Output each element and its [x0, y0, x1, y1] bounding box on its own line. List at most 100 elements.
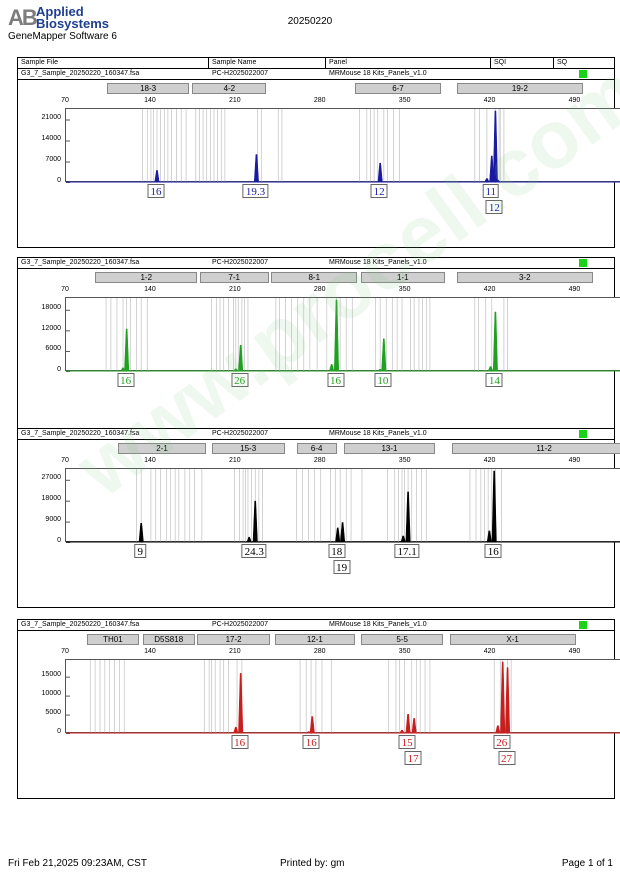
allele-peak	[335, 527, 341, 543]
x-tick-label: 490	[568, 286, 581, 293]
sample-info-row: G3_7_Sample_20250220_160347.fsa PC-H20250…	[18, 69, 614, 80]
sample-file: G3_7_Sample_20250220_160347.fsa	[21, 430, 140, 437]
x-tick-label: 140	[144, 648, 156, 655]
allele-call-label[interactable]: 16	[302, 735, 320, 749]
stutter-peak	[233, 726, 239, 734]
x-tick-label: 350	[398, 648, 411, 655]
plot-area	[65, 659, 620, 734]
marker-bin[interactable]: 1-1	[360, 272, 445, 283]
y-tick-label: 0	[57, 366, 61, 373]
marker-bin[interactable]: 17-2	[197, 634, 270, 645]
allele-call-label[interactable]: 16	[147, 184, 165, 198]
allele-call-label[interactable]: 10	[374, 373, 392, 387]
allele-call-label[interactable]: 9	[134, 544, 146, 558]
electropherogram-svg	[66, 109, 620, 183]
panel-blue: G3_7_Sample_20250220_160347.fsa PC-H20250…	[17, 68, 620, 248]
panel-name: MRMouse 18 Kits_Panels_v1.0	[329, 621, 427, 628]
x-tick-label: 70	[61, 97, 69, 104]
x-tick-label: 280	[313, 457, 326, 464]
allele-peak	[381, 338, 387, 372]
allele-call-label[interactable]: 16	[484, 544, 502, 558]
electropherogram-svg	[66, 469, 620, 543]
panel-green: G3_7_Sample_20250220_160347.fsa PC-H20250…	[17, 257, 620, 437]
allele-call-label[interactable]: 26	[493, 735, 511, 749]
stutter-peak	[246, 536, 252, 543]
allele-call-label[interactable]: 14	[485, 373, 503, 387]
applied-biosystems-logo: AB Applied Biosystems	[8, 5, 118, 37]
company-mark: AB	[8, 5, 38, 30]
stutter-peak	[400, 535, 406, 543]
panel-name: MRMouse 18 Kits_Panels_v1.0	[329, 430, 427, 437]
marker-bin[interactable]: 8-1	[271, 272, 358, 283]
x-tick-label: 210	[228, 457, 241, 464]
marker-bin[interactable]: 3-2	[456, 272, 593, 283]
marker-bin[interactable]: 6-4	[296, 443, 337, 454]
sample-file: G3_7_Sample_20250220_160347.fsa	[21, 70, 140, 77]
electropherogram-svg	[66, 298, 620, 372]
allele-call-label[interactable]: 19.3	[242, 184, 269, 198]
marker-bin[interactable]: 6-7	[354, 83, 442, 94]
marker-bin[interactable]: 12-1	[274, 634, 355, 645]
allele-call-label[interactable]: 17.1	[394, 544, 420, 558]
allele-peak	[491, 470, 497, 543]
plot-area	[65, 468, 620, 543]
allele-call-label[interactable]: 18	[328, 544, 346, 558]
allele-call-label[interactable]: 12	[370, 184, 388, 198]
allele-peak	[309, 716, 315, 734]
marker-bin[interactable]: 1-2	[95, 272, 198, 283]
sq-indicator	[579, 430, 587, 438]
marker-bin[interactable]: D5S818	[142, 634, 195, 645]
allele-peak	[405, 713, 411, 734]
x-tick-label: 420	[483, 457, 496, 464]
stutter-peak	[399, 729, 405, 734]
marker-bin[interactable]: 18-3	[107, 83, 189, 94]
y-tick-label: 12000	[41, 324, 61, 332]
x-tick-label: 490	[568, 457, 581, 464]
marker-bin[interactable]: X-1	[449, 634, 576, 645]
panel-name: MRMouse 18 Kits_Panels_v1.0	[329, 70, 427, 77]
allele-peak	[238, 344, 244, 372]
y-tick-label: 27000	[41, 474, 61, 482]
company-name-line2: Biosystems	[36, 16, 109, 31]
panel-red: G3_7_Sample_20250220_160347.fsa PC-H20250…	[17, 619, 620, 799]
allele-call-label[interactable]: 24.3	[241, 544, 267, 558]
allele-call-label[interactable]: 27	[498, 751, 516, 765]
y-tick-label: 18000	[41, 495, 61, 503]
y-tick-label: 14000	[41, 135, 61, 142]
y-tick-label: 18000	[41, 304, 61, 312]
allele-call-label[interactable]: 17	[404, 751, 422, 765]
marker-bin[interactable]: 7-1	[199, 272, 269, 283]
footer-timestamp: Fri Feb 21,2025 09:23AM, CST	[8, 858, 147, 869]
marker-bin[interactable]: 4-2	[192, 83, 267, 94]
allele-peak	[492, 311, 498, 372]
plot-area	[65, 297, 620, 372]
allele-call-label[interactable]: 16	[327, 373, 344, 387]
allele-call-label[interactable]: 15	[398, 735, 416, 749]
x-tick-label: 280	[313, 648, 326, 655]
marker-bin[interactable]: 5-5	[360, 634, 444, 645]
x-tick-label: 70	[61, 457, 69, 464]
marker-bin[interactable]: 13-1	[344, 443, 435, 454]
col-sq: SQ	[557, 59, 568, 66]
allele-call-label[interactable]: 12	[485, 200, 503, 214]
stutter-peak	[329, 364, 335, 372]
allele-call-label[interactable]: 16	[231, 735, 249, 749]
marker-bin[interactable]: 11-2	[451, 443, 620, 454]
allele-call-label[interactable]: 26	[231, 373, 249, 387]
x-tick-label: 280	[313, 97, 326, 104]
allele-call-label[interactable]: 19	[333, 560, 351, 574]
allele-peak	[253, 154, 259, 183]
marker-bin[interactable]: 2-1	[118, 443, 206, 454]
x-tick-label: 280	[313, 286, 326, 293]
footer-page: Page 1 of 1	[561, 858, 613, 869]
allele-call-label[interactable]: 11	[482, 184, 500, 198]
allele-peak	[505, 667, 511, 734]
allele-call-label[interactable]: 16	[117, 373, 135, 387]
x-tick-label: 210	[228, 286, 241, 293]
marker-bin[interactable]: 19-2	[456, 83, 583, 94]
marker-bin[interactable]: 15-3	[211, 443, 285, 454]
allele-peak	[124, 328, 130, 372]
allele-peak	[405, 491, 411, 543]
marker-bin[interactable]: TH01	[86, 634, 139, 645]
sample-info-row: G3_7_Sample_20250220_160347.fsa PC-H20250…	[18, 258, 614, 269]
